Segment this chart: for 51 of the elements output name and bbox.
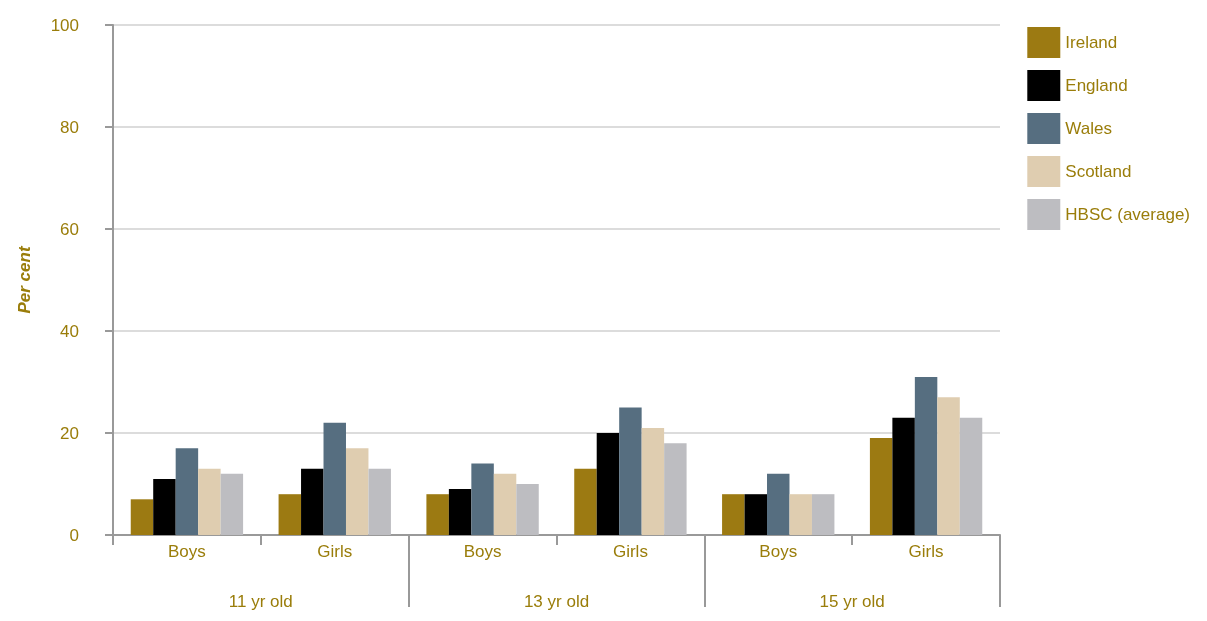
y-tick-label: 40 — [60, 321, 79, 341]
bar — [471, 463, 494, 535]
bar — [323, 422, 346, 535]
bar — [914, 376, 938, 535]
bar — [811, 494, 835, 535]
x-tick-label: Girls — [317, 542, 353, 561]
bar — [493, 473, 517, 535]
x-tick-label: Boys — [463, 542, 502, 561]
text: 15 yr old — [819, 592, 885, 611]
legend-label: Scotland — [1065, 162, 1132, 181]
bar — [619, 407, 642, 535]
text: 11 yr old — [228, 592, 293, 611]
x-tick-label: Girls — [612, 542, 648, 561]
bar — [516, 484, 539, 535]
bar — [937, 397, 960, 535]
bar — [153, 478, 176, 535]
bar — [448, 489, 472, 535]
bar — [198, 468, 221, 535]
bar — [220, 473, 244, 535]
y-axis-title: Per cent — [15, 245, 34, 314]
bar — [345, 448, 369, 535]
y-tick-label: 80 — [60, 117, 79, 137]
legend-label: HBSC (average) — [1065, 205, 1191, 224]
legend-label: Wales — [1065, 119, 1112, 138]
x-tick-label: Girls — [908, 542, 944, 561]
bar — [744, 494, 768, 535]
bar — [278, 494, 302, 535]
bar — [641, 427, 665, 535]
bar — [722, 494, 745, 535]
bar — [426, 494, 449, 535]
bar — [869, 438, 893, 535]
bar — [130, 499, 154, 535]
legend-label: England — [1065, 76, 1128, 95]
bar — [175, 448, 199, 535]
y-tick-label: 20 — [60, 423, 79, 443]
legend-label: Ireland — [1065, 33, 1118, 52]
x-tick-label: Boys — [759, 542, 798, 561]
bar — [596, 433, 620, 535]
bar — [892, 417, 915, 535]
text: 13 yr old — [523, 592, 590, 611]
bar — [574, 468, 597, 535]
bar — [767, 473, 790, 535]
x-tick-label: Boys — [168, 542, 206, 561]
bar — [368, 468, 391, 535]
bar — [664, 443, 687, 535]
y-tick-label: 100 — [50, 15, 79, 35]
y-tick-label: 60 — [60, 219, 79, 239]
bar — [301, 468, 324, 535]
bar — [959, 417, 983, 535]
bar — [789, 494, 812, 535]
y-tick-label: 0 — [69, 525, 79, 545]
